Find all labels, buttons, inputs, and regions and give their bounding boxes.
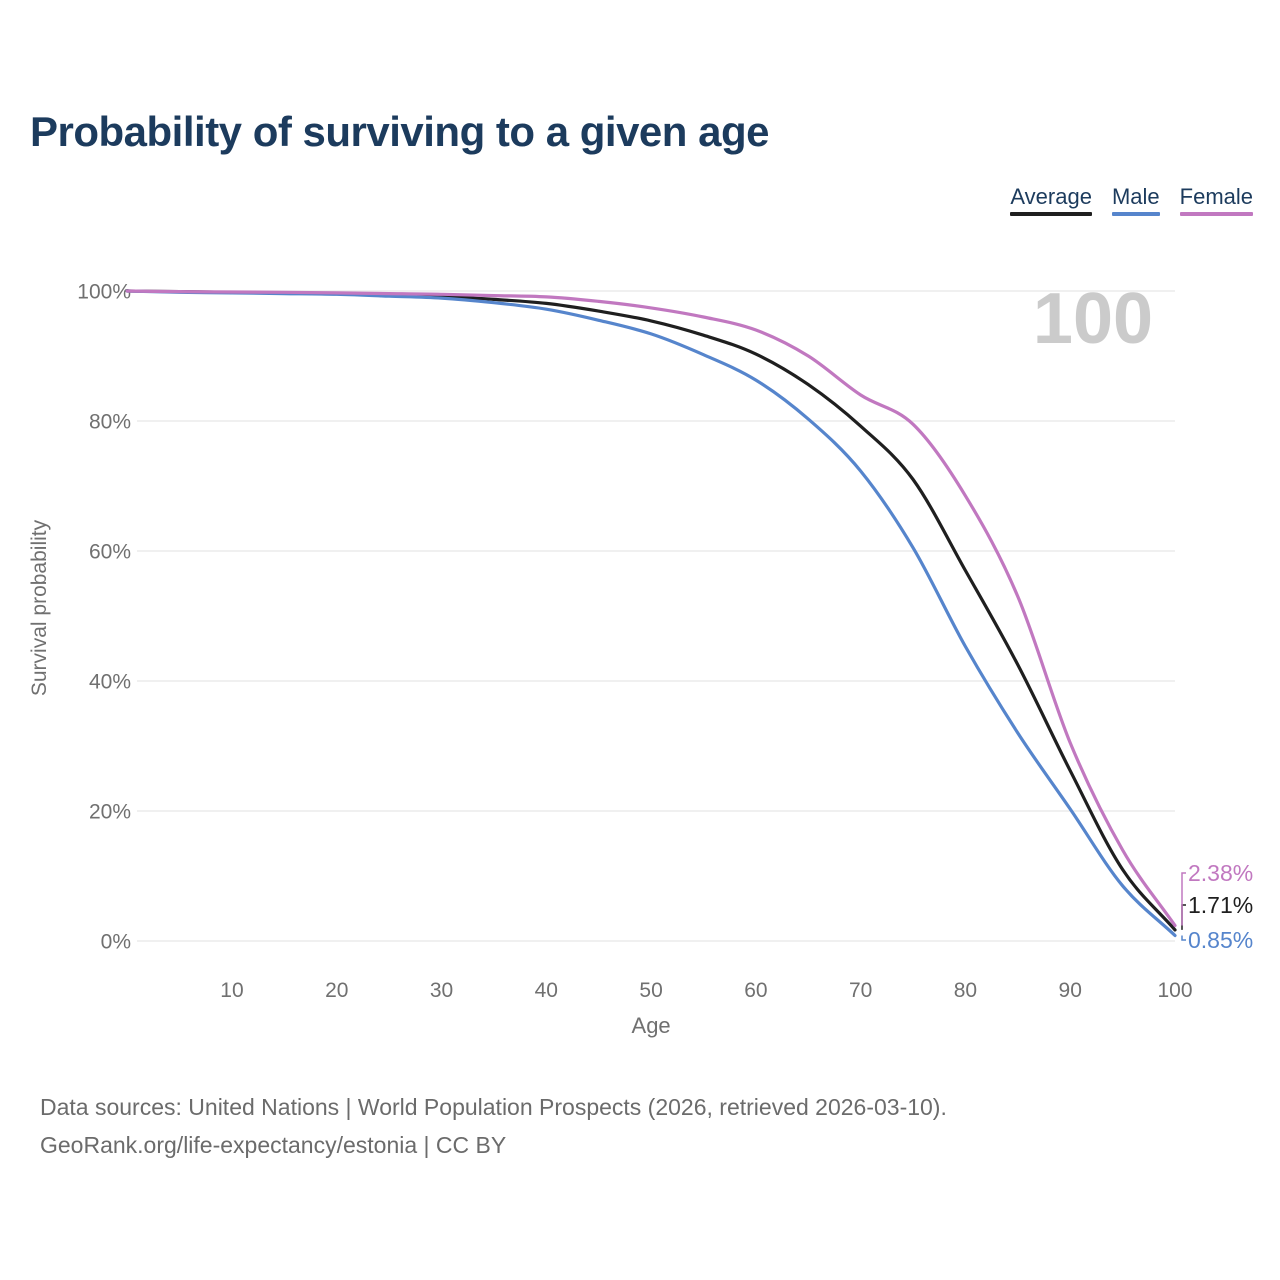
legend-underline-female [1179, 212, 1253, 216]
x-tick-label-30: 30 [430, 979, 453, 1002]
legend-label-female: Female [1179, 184, 1253, 209]
legend-label-male: Male [1111, 184, 1160, 209]
data-sources-line: Data sources: United Nations | World Pop… [40, 1094, 947, 1120]
y-tick-label-40%: 40% [89, 671, 131, 694]
x-tick-label-10: 10 [220, 979, 243, 1002]
curve-average [125, 289, 1177, 932]
end-label-average: 1.71% [1188, 892, 1253, 918]
y-tick-label-0%: 0% [101, 931, 131, 954]
x-tick-label-20: 20 [325, 979, 348, 1002]
end-label-connector-average [1181, 904, 1186, 930]
x-tick-label-90: 90 [1059, 979, 1082, 1002]
x-tick-label-70: 70 [849, 979, 872, 1002]
legend-label-average: Average [1010, 184, 1092, 209]
legend: Average Male Female [1010, 185, 1253, 216]
end-label-male: 0.85% [1188, 927, 1253, 953]
end-label-connector-female [1181, 872, 1186, 926]
curve-male [125, 289, 1177, 938]
curve-female [125, 289, 1177, 928]
y-tick-label-100%: 100% [77, 281, 131, 304]
end-label-female: 2.38% [1188, 860, 1253, 886]
watermark-age-100: 100 [1033, 279, 1153, 359]
legend-item-female[interactable]: Female [1179, 184, 1253, 216]
x-tick-label-50: 50 [639, 979, 662, 1002]
legend-underline-average [1010, 212, 1092, 216]
legend-underline-male [1111, 212, 1160, 216]
x-tick-label-60: 60 [744, 979, 767, 1002]
x-tick-label-100: 100 [1157, 979, 1192, 1002]
x-tick-label-80: 80 [954, 979, 977, 1002]
y-tick-label-20%: 20% [89, 801, 131, 824]
legend-item-average[interactable]: Average [1010, 185, 1092, 216]
y-axis-title: Survival probability [28, 519, 51, 696]
y-tick-label-80%: 80% [89, 411, 131, 434]
y-tick-label-60%: 60% [89, 541, 131, 564]
chart-title: Probability of surviving to a given age [30, 108, 769, 155]
end-label-connector-male [1181, 935, 1186, 941]
x-tick-label-40: 40 [535, 979, 558, 1002]
attribution-line: GeoRank.org/life-expectancy/estonia | CC… [40, 1132, 507, 1158]
x-axis-title: Age [632, 1013, 671, 1038]
legend-item-male[interactable]: Male [1111, 184, 1160, 216]
footer: Data sources: United Nations | World Pop… [40, 1088, 947, 1164]
